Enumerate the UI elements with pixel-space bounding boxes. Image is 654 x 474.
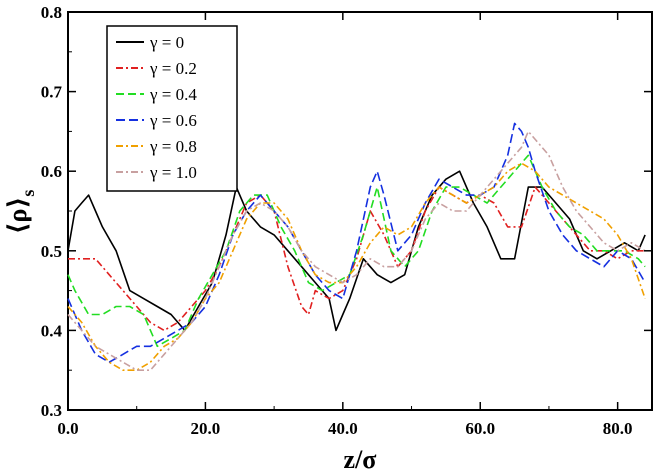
y-tick-label: 0.3 (41, 401, 62, 420)
y-tick-label: 0.6 (41, 162, 62, 181)
series-line-4 (67, 162, 646, 372)
legend-label-1: γ = 0.2 (149, 59, 197, 78)
series-layer (67, 122, 646, 372)
legend-label-0: γ = 0 (149, 33, 184, 52)
y-axis-title: ⟨ρ⟩s (3, 190, 38, 235)
legend-box (106, 25, 238, 192)
y-axis-title-main: ⟨ρ⟩ (3, 197, 32, 235)
x-tick-label: 20.0 (191, 419, 221, 438)
series-line-2 (67, 154, 646, 348)
legend-label-4: γ = 0.8 (149, 137, 197, 156)
legend-label-3: γ = 0.6 (149, 111, 197, 130)
series-line-3 (67, 122, 646, 364)
legend-label-2: γ = 0.4 (149, 85, 197, 104)
series-line-1 (68, 186, 646, 332)
tick-layer: 0.0 20.0 40.0 60.0 80.0 0.3 0.4 0.5 0.6 0.7 0.8 (41, 3, 652, 438)
x-axis-title: z/σ (344, 445, 377, 474)
y-tick-label: 0.7 (41, 83, 63, 102)
y-axis-title-subscript: s (18, 190, 38, 197)
y-tick-label: 0.8 (41, 3, 62, 22)
y-tick-label: 0.5 (41, 242, 62, 261)
legend: γ = 0 γ = 0.2 γ = 0.4 γ = 0.6 γ = 0.8 γ = 1.0 (106, 25, 238, 192)
svg-text:⟨ρ⟩s: ⟨ρ⟩s (3, 190, 38, 235)
x-tick-label: 80.0 (603, 419, 633, 438)
series-line-5 (67, 130, 646, 372)
x-tick-label: 60.0 (465, 419, 495, 438)
y-tick-label: 0.4 (41, 321, 63, 340)
x-tick-label: 0.0 (57, 419, 78, 438)
x-tick-label: 40.0 (328, 419, 358, 438)
series-line-0 (67, 170, 646, 332)
legend-label-5: γ = 1.0 (149, 163, 197, 182)
